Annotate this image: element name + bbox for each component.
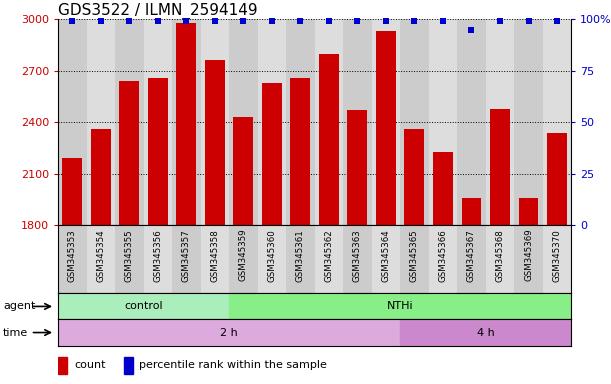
- Bar: [148, 78, 168, 225]
- Bar: [58, 357, 67, 374]
- Text: GSM345367: GSM345367: [467, 229, 476, 281]
- Bar: [58, 319, 400, 346]
- Bar: [286, 225, 315, 293]
- Bar: [258, 225, 286, 293]
- Bar: [486, 19, 514, 225]
- Bar: [229, 19, 258, 225]
- Bar: [514, 225, 543, 293]
- Text: GSM345365: GSM345365: [410, 229, 419, 281]
- Bar: [233, 117, 254, 225]
- Bar: [177, 23, 196, 225]
- Text: GSM345370: GSM345370: [552, 229, 562, 281]
- Text: percentile rank within the sample: percentile rank within the sample: [139, 360, 326, 370]
- Bar: [87, 19, 115, 225]
- Bar: [115, 225, 144, 293]
- Text: GSM345361: GSM345361: [296, 229, 305, 281]
- Bar: [376, 31, 396, 225]
- Bar: [490, 109, 510, 225]
- Bar: [400, 319, 571, 346]
- Bar: [400, 19, 429, 225]
- Text: GSM345354: GSM345354: [97, 229, 105, 281]
- Bar: [433, 152, 453, 225]
- Bar: [58, 19, 87, 225]
- Bar: [200, 225, 229, 293]
- Bar: [58, 225, 87, 293]
- Text: control: control: [124, 301, 163, 311]
- Text: count: count: [75, 360, 106, 370]
- Text: GSM345363: GSM345363: [353, 229, 362, 281]
- Bar: [319, 53, 339, 225]
- Text: GSM345359: GSM345359: [239, 229, 248, 281]
- Text: NTHi: NTHi: [387, 301, 414, 311]
- Bar: [290, 78, 310, 225]
- Bar: [315, 225, 343, 293]
- Bar: [124, 357, 133, 374]
- Text: GSM345360: GSM345360: [268, 229, 276, 281]
- Bar: [519, 198, 538, 225]
- Text: GSM345369: GSM345369: [524, 229, 533, 281]
- Bar: [348, 110, 367, 225]
- Text: GDS3522 / ILMN_2594149: GDS3522 / ILMN_2594149: [58, 3, 258, 19]
- Bar: [286, 19, 315, 225]
- Text: GSM345357: GSM345357: [182, 229, 191, 281]
- Text: 2 h: 2 h: [220, 328, 238, 338]
- Bar: [229, 225, 258, 293]
- Bar: [343, 225, 371, 293]
- Bar: [429, 225, 457, 293]
- Bar: [87, 225, 115, 293]
- Bar: [486, 225, 514, 293]
- Text: time: time: [3, 328, 28, 338]
- Text: GSM345353: GSM345353: [68, 229, 77, 281]
- Bar: [457, 225, 486, 293]
- Bar: [404, 129, 425, 225]
- Bar: [205, 60, 225, 225]
- Bar: [461, 198, 481, 225]
- Bar: [547, 132, 567, 225]
- Text: GSM345364: GSM345364: [381, 229, 390, 281]
- Bar: [315, 19, 343, 225]
- Bar: [119, 81, 139, 225]
- Bar: [343, 19, 371, 225]
- Text: GSM345358: GSM345358: [210, 229, 219, 281]
- Bar: [229, 293, 571, 319]
- Bar: [457, 19, 486, 225]
- Text: agent: agent: [3, 301, 35, 311]
- Text: GSM345366: GSM345366: [439, 229, 447, 281]
- Bar: [144, 19, 172, 225]
- Text: GSM345356: GSM345356: [153, 229, 163, 281]
- Bar: [58, 293, 229, 319]
- Bar: [62, 158, 82, 225]
- Bar: [429, 19, 457, 225]
- Bar: [371, 225, 400, 293]
- Bar: [144, 225, 172, 293]
- Bar: [400, 225, 429, 293]
- Bar: [514, 19, 543, 225]
- Text: GSM345368: GSM345368: [496, 229, 505, 281]
- Bar: [172, 19, 200, 225]
- Bar: [200, 19, 229, 225]
- Bar: [543, 19, 571, 225]
- Bar: [172, 225, 200, 293]
- Text: 4 h: 4 h: [477, 328, 495, 338]
- Text: GSM345355: GSM345355: [125, 229, 134, 281]
- Bar: [543, 225, 571, 293]
- Bar: [115, 19, 144, 225]
- Bar: [258, 19, 286, 225]
- Text: GSM345362: GSM345362: [324, 229, 334, 281]
- Bar: [262, 83, 282, 225]
- Bar: [91, 129, 111, 225]
- Bar: [371, 19, 400, 225]
